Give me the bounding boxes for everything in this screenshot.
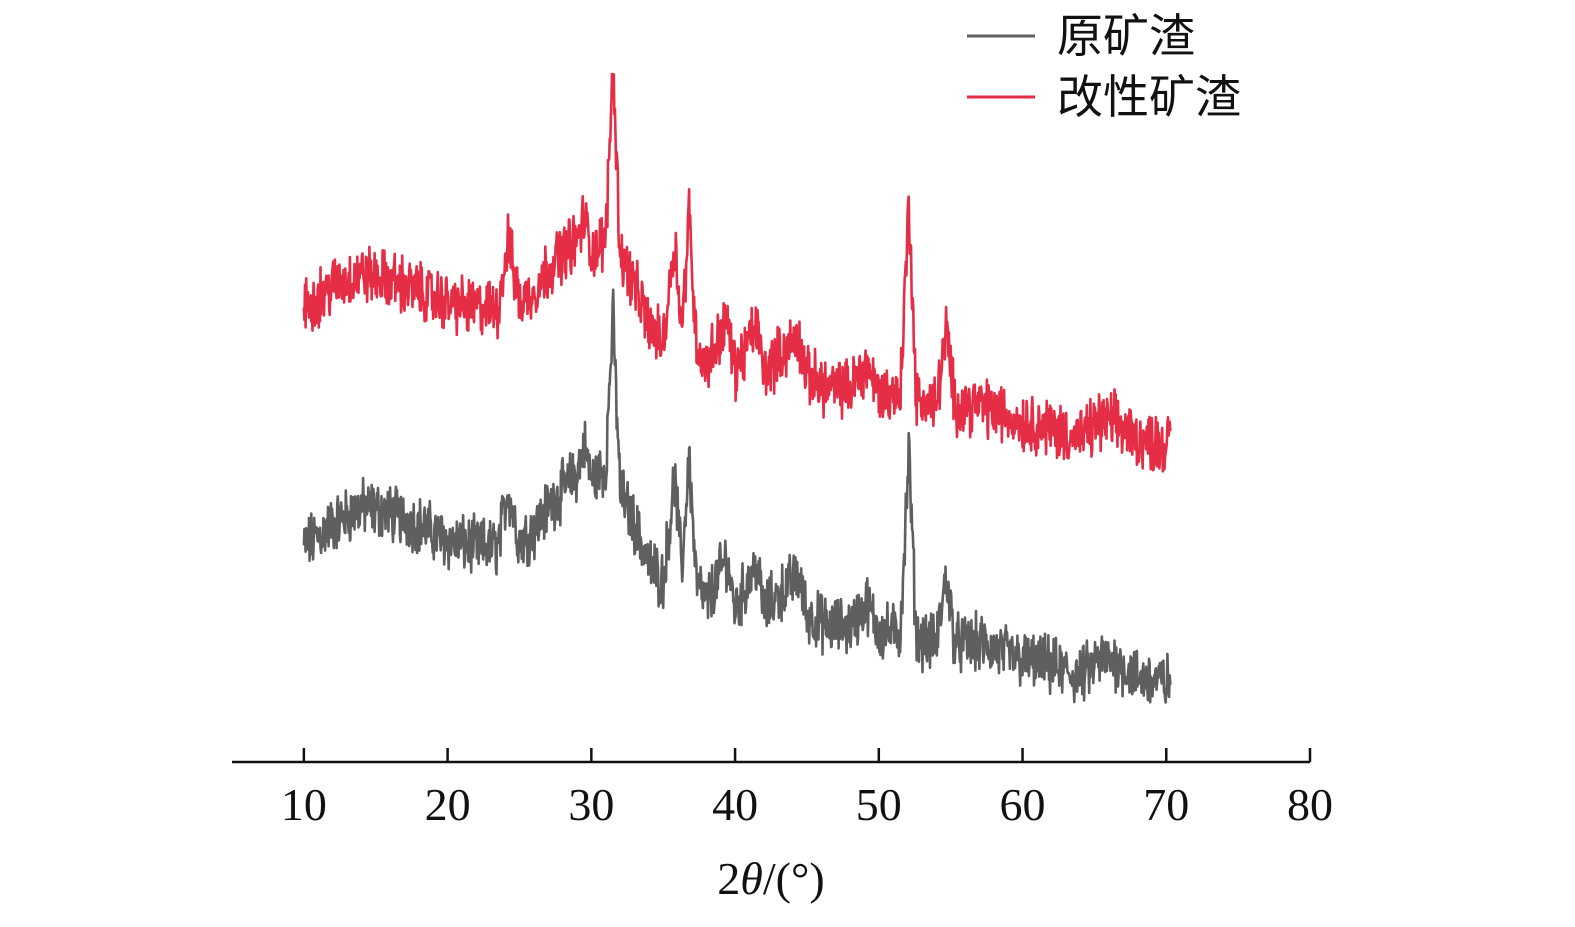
x-axis-title-theta: θ <box>740 853 763 904</box>
series-line-modified-slag <box>302 72 1172 473</box>
x-axis-title-prefix: 2 <box>717 853 740 904</box>
x-tick-label-10: 10 <box>281 779 327 830</box>
x-tick-label-70: 70 <box>1143 779 1189 830</box>
x-axis-title: 2θ/(°) <box>717 853 824 904</box>
x-tick-label-30: 30 <box>568 779 614 830</box>
x-tick-label-50: 50 <box>856 779 902 830</box>
x-axis-title-suffix: /(°) <box>763 853 825 904</box>
x-tick-label-80: 80 <box>1287 779 1333 830</box>
x-tick-label-40: 40 <box>712 779 758 830</box>
legend-label-raw-slag: 原矿渣 <box>1057 9 1195 63</box>
legend: 原矿渣 改性矿渣 <box>967 9 1241 124</box>
x-tick-label-20: 20 <box>425 779 471 830</box>
legend-label-modified-slag: 改性矿渣 <box>1057 70 1241 124</box>
plot-area <box>302 72 1172 704</box>
series-line-raw-slag <box>302 288 1172 704</box>
x-axis-ticks: 10 20 30 40 50 60 70 80 <box>281 748 1333 830</box>
x-tick-label-60: 60 <box>1000 779 1046 830</box>
